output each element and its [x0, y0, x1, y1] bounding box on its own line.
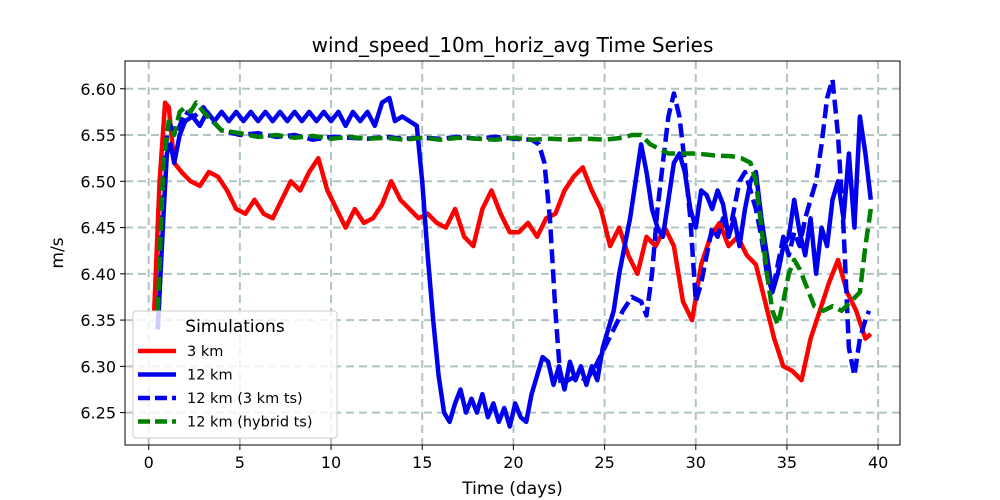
y-tick-label: 6.25: [80, 404, 116, 423]
y-tick-label: 6.40: [80, 265, 116, 284]
x-tick-label: 30: [686, 453, 706, 472]
x-tick-label: 35: [777, 453, 797, 472]
y-axis-label: m/s: [48, 237, 68, 268]
legend-label: 12 km (3 km ts): [187, 391, 303, 407]
plot-frame: [124, 60, 901, 446]
y-tick-label: 6.50: [80, 172, 116, 191]
x-tick-label: 15: [412, 453, 432, 472]
chart-title: wind_speed_10m_horiz_avg Time Series: [312, 33, 714, 57]
y-tick-label: 6.45: [80, 219, 116, 238]
y-tick-label: 6.55: [80, 126, 116, 145]
legend-items: 3 km 12 km 12 km (3 km ts) 12 km (hybrid ts…: [138, 344, 313, 431]
legend-box: [132, 310, 338, 439]
plot-series: [151, 77, 874, 429]
x-tick-label: 5: [235, 453, 245, 472]
legend-label: 3 km: [187, 344, 223, 360]
x-tick-label: 40: [868, 453, 888, 472]
x-tick-label: 25: [594, 453, 614, 472]
y-tick-label: 6.60: [80, 80, 116, 99]
legend-label: 12 km (hybrid ts): [187, 415, 313, 431]
y-tick-label: 6.30: [80, 357, 116, 376]
axis-ticks: 0 5 10 15 20 25 30 35 40 6.25 6.30 6.35 6.40 6.45 6.50…: [80, 80, 888, 472]
y-tick-label: 6.35: [80, 311, 116, 330]
series-line-2: [155, 77, 872, 388]
legend: Simulations 3 km 12 km 12 km (3 km ts) 12 k…: [132, 310, 338, 439]
series-line-3: [155, 100, 874, 327]
series-line-1: [155, 95, 874, 429]
legend-label: 12 km: [187, 368, 233, 384]
legend-title: Simulations: [185, 317, 285, 337]
series-line-0: [151, 100, 873, 383]
x-tick-label: 0: [144, 453, 154, 472]
x-tick-label: 10: [321, 453, 341, 472]
x-axis-label: Time (days): [461, 479, 562, 499]
x-tick-label: 20: [503, 453, 523, 472]
